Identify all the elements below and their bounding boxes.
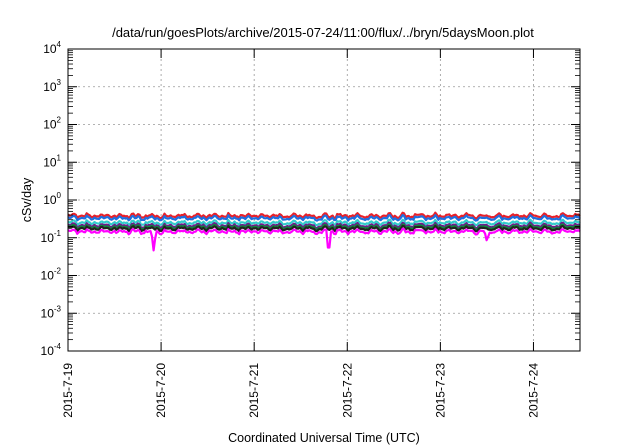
x-tick-label: 2015-7-23 xyxy=(433,363,447,418)
y-tick-label: 103 xyxy=(43,78,61,94)
x-tick-label: 2015-7-24 xyxy=(526,363,540,418)
tick-labels: 10-4 10-3 10-2 10-1 100 101 102 103 104 2015-7-19… xyxy=(41,40,541,418)
data-series xyxy=(67,211,581,252)
series-line xyxy=(67,214,581,222)
grid-lines xyxy=(68,49,580,351)
x-tick-label: 2015-7-21 xyxy=(247,363,261,418)
x-tick-label: 2015-7-22 xyxy=(340,363,354,418)
series-line xyxy=(67,224,581,233)
y-tick-label: 100 xyxy=(43,191,61,207)
y-tick-label: 10-3 xyxy=(41,304,62,320)
series-line xyxy=(67,221,581,230)
y-tick-label: 104 xyxy=(43,40,61,56)
chart-title: /data/run/goesPlots/archive/2015-07-24/1… xyxy=(112,25,534,40)
y-tick-label: 10-4 xyxy=(41,342,62,358)
series-line xyxy=(67,227,581,252)
x-tick-label: 2015-7-20 xyxy=(154,363,168,418)
y-tick-label: 10-2 xyxy=(41,267,62,283)
x-axis-label: Coordinated Universal Time (UTC) xyxy=(228,431,420,445)
y-axis-label: cSv/day xyxy=(20,177,34,222)
series-line xyxy=(67,218,581,227)
y-tick-label: 101 xyxy=(43,153,61,169)
series-line xyxy=(67,211,581,220)
x-tick-label: 2015-7-19 xyxy=(61,363,75,418)
y-tick-label: 10-1 xyxy=(41,229,62,245)
y-tick-label: 102 xyxy=(43,116,61,132)
axis-ticks xyxy=(67,48,580,352)
